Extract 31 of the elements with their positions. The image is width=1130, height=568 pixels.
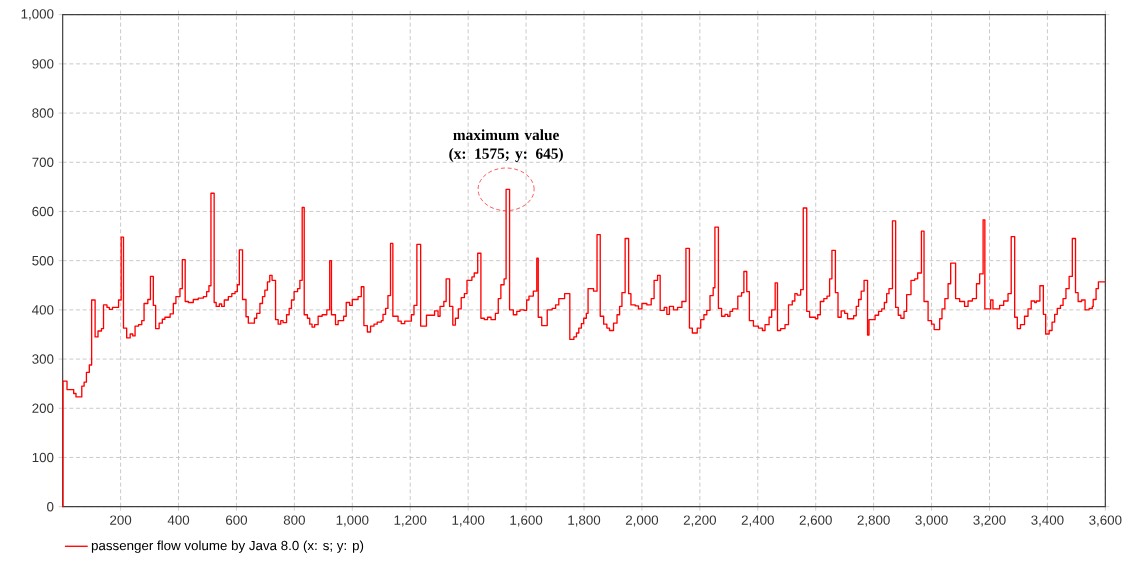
x-tick-label: 1,200 — [394, 515, 427, 527]
x-tick-label: 800 — [283, 515, 305, 525]
y-tick-label: 800 — [32, 108, 54, 118]
y-tick-label: 0 — [47, 501, 54, 512]
y-tick-label: 600 — [32, 206, 54, 217]
y-tick-label: 700 — [32, 157, 54, 167]
x-tick-label: 3,400 — [1031, 515, 1064, 527]
y-tick-label: 100 — [32, 452, 54, 463]
y-tick-label: 200 — [32, 403, 54, 413]
x-tick-label: 2,800 — [857, 515, 890, 527]
y-tick-label: 300 — [32, 354, 54, 364]
y-tick-label: 400 — [32, 305, 54, 315]
x-tick-label: 1,400 — [452, 515, 485, 527]
x-tick-label: 200 — [110, 515, 132, 525]
annotation: maximum value (x: 1575; y: 645) — [449, 129, 563, 162]
x-tick-label: 2,600 — [799, 515, 832, 527]
x-tick-label: 2,000 — [625, 515, 659, 527]
x-tick-label: 2,400 — [741, 515, 774, 527]
x-tick-label: 1,600 — [510, 515, 543, 527]
x-tick-label: 3,600 — [1089, 515, 1122, 527]
x-tick-label: 3,200 — [973, 515, 1006, 527]
x-tick-label: 400 — [167, 515, 190, 525]
y-tick-label: 1,000 — [21, 9, 54, 21]
legend-label: passenger flow volume by Java 8.0 (x: s; y: p) — [91, 540, 364, 553]
x-tick-label: 600 — [225, 515, 248, 525]
x-tick-label: 1,800 — [568, 515, 601, 527]
x-tick-label: 1,000 — [336, 515, 369, 527]
x-tick-label: 2,200 — [683, 515, 717, 527]
y-tick-label: 900 — [32, 59, 54, 69]
y-tick-label: 500 — [32, 255, 54, 266]
x-tick-label: 3,000 — [915, 515, 948, 527]
